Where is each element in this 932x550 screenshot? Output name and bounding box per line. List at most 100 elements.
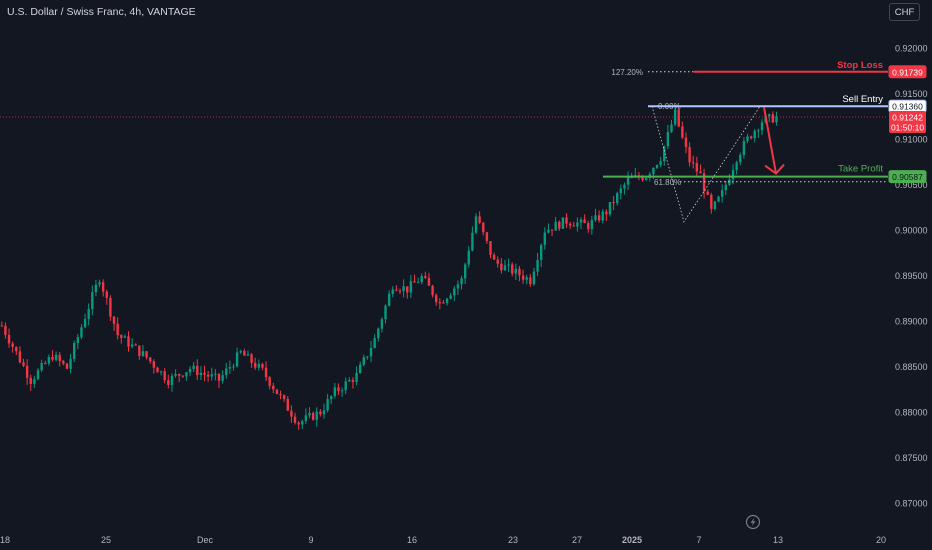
candle: [710, 192, 713, 214]
candle-body: [163, 371, 166, 381]
candle: [760, 119, 764, 136]
candle: [185, 372, 188, 381]
candle: [398, 288, 402, 295]
candle-body: [29, 377, 32, 384]
candle-body: [525, 277, 528, 280]
candle-body: [264, 367, 268, 378]
candle: [206, 371, 210, 382]
candle-body: [474, 216, 478, 233]
candle-body: [449, 295, 452, 299]
candle: [536, 252, 539, 277]
candle: [688, 142, 691, 167]
candle: [489, 241, 492, 259]
candle: [568, 221, 572, 229]
candle-body: [297, 422, 300, 425]
candle-body: [116, 323, 119, 336]
candle-body: [413, 281, 416, 283]
candle-body: [47, 356, 51, 364]
candle-body: [521, 275, 525, 280]
candle-body: [688, 147, 691, 163]
candle-body: [91, 292, 94, 309]
candle: [583, 214, 586, 224]
candle-body: [105, 291, 108, 298]
candle-body: [445, 298, 449, 304]
candle: [731, 164, 735, 185]
candle: [293, 412, 297, 425]
candle: [597, 210, 601, 223]
candle-body: [167, 380, 170, 386]
take-profit-price-tag-bg: [888, 170, 927, 184]
candle-body: [619, 188, 623, 194]
candle: [181, 375, 184, 378]
candle-body: [616, 193, 619, 204]
candle-body: [40, 363, 43, 371]
currency-button[interactable]: CHF: [889, 3, 920, 21]
x-tick-label: 9: [308, 535, 313, 545]
candle: [36, 368, 40, 381]
candle-body: [101, 282, 105, 292]
candle-body: [358, 364, 362, 374]
candle: [507, 258, 510, 273]
candle-body: [427, 277, 431, 286]
lightning-icon[interactable]: [745, 514, 761, 530]
candle: [550, 229, 554, 237]
lightning-icon-ring: [745, 514, 761, 530]
candle: [199, 366, 203, 381]
candle: [366, 355, 369, 360]
candle-body: [594, 215, 597, 221]
candle-body: [217, 373, 221, 381]
candle-body: [340, 390, 344, 392]
candle: [771, 111, 775, 124]
candle-body: [246, 354, 250, 356]
candle-body: [127, 336, 130, 347]
candle-body: [757, 130, 760, 132]
candle-body: [532, 271, 536, 285]
candle-body: [630, 177, 633, 179]
candle: [565, 213, 568, 229]
candle-body: [576, 222, 579, 227]
candle-body: [507, 264, 510, 266]
candle-body: [681, 126, 684, 138]
candle: [626, 171, 630, 191]
candle: [326, 393, 329, 413]
candle: [492, 252, 496, 260]
candle: [7, 328, 11, 348]
candle-body: [192, 365, 195, 369]
candle-body: [670, 124, 673, 132]
candle-body: [159, 371, 163, 373]
candle-body: [568, 223, 572, 226]
candle: [69, 353, 72, 374]
candle-body: [22, 362, 25, 366]
candle: [98, 279, 101, 288]
candle: [554, 216, 557, 231]
candle-body: [456, 284, 460, 289]
stop-loss-price-tag-text: 0.91739: [892, 67, 923, 77]
candle-body: [514, 268, 518, 274]
candle-body: [141, 351, 145, 356]
candle: [130, 338, 134, 349]
candle-body: [4, 325, 7, 335]
candle-body: [550, 229, 554, 231]
candle-body: [109, 297, 112, 317]
candle: [670, 119, 673, 134]
candle-body: [282, 395, 286, 399]
candle: [254, 357, 257, 370]
candle: [695, 156, 699, 177]
candle: [315, 407, 318, 427]
candle-body: [149, 357, 152, 362]
candle-body: [206, 374, 210, 377]
candle-body: [398, 290, 402, 292]
candle-body: [112, 316, 116, 324]
y-tick-label: 0.91000: [895, 135, 928, 145]
candle-body: [268, 377, 271, 386]
candle: [33, 376, 36, 388]
candle: [333, 382, 337, 399]
candle: [666, 125, 670, 150]
candle: [304, 408, 308, 424]
candle-body: [304, 415, 308, 422]
x-tick-label: 18: [0, 535, 10, 545]
candle-body: [225, 368, 228, 376]
x-tick-label: 23: [508, 535, 518, 545]
candle: [409, 275, 413, 298]
